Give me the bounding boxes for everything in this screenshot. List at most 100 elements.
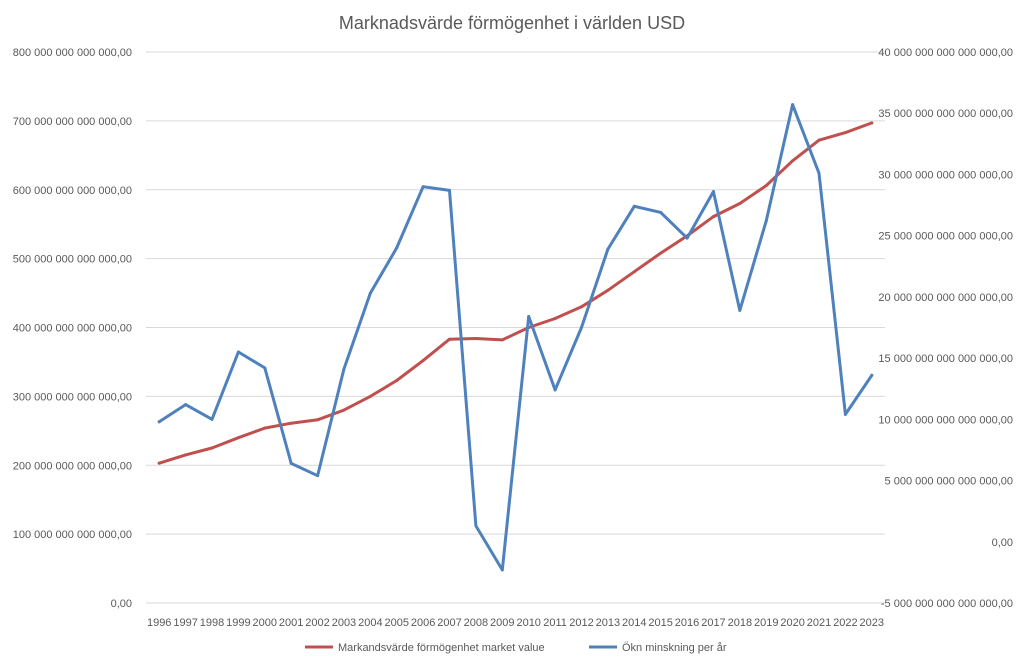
x-tick-label: 2010 [516,617,540,629]
data-point-series-1 [553,317,557,321]
left-tick-label: 0,00 [111,598,132,610]
x-tick-label: 2008 [464,617,488,629]
data-point-series-2 [157,420,161,424]
data-point-series-2 [368,291,372,295]
left-tick-label: 200 000 000 000 000,00 [13,460,132,472]
data-point-series-2 [236,350,240,354]
data-point-series-1 [711,215,715,219]
x-tick-label: 2011 [543,617,567,629]
data-point-series-1 [579,305,583,309]
data-point-series-2 [421,185,425,189]
x-tick-label: 2014 [622,617,646,629]
x-tick-label: 2015 [648,617,672,629]
series-line-1 [157,121,874,465]
data-point-series-2 [448,188,452,192]
right-tick-label: 25 000 000 000 000 000,00 [878,231,1013,243]
data-point-series-2 [500,568,504,572]
data-point-series-2 [474,524,478,528]
data-point-series-1 [263,426,267,430]
x-tick-label: 2013 [596,617,620,629]
x-tick-label: 2002 [305,617,329,629]
x-tick-label: 2007 [437,617,461,629]
data-point-series-1 [316,418,320,422]
right-tick-label: 35 000 000 000 000 000,00 [878,108,1013,120]
x-tick-label: 2006 [411,617,435,629]
data-point-series-2 [210,417,214,421]
legend-label: Markandsvärde förmögenhet market value [338,642,545,654]
data-point-series-2 [606,247,610,251]
right-axis: -5 000 000 000 000 000,00 0,00 5 000 000 0… [878,47,1013,610]
data-point-series-2 [659,210,663,214]
data-point-series-1 [606,288,610,292]
data-point-series-1 [395,379,399,383]
right-tick-label: 5 000 000 000 000 000,00 [885,476,1013,488]
left-axis: 0,00 100 000 000 000 000,00 200 000 000 00… [13,47,132,610]
x-tick-label: 2023 [860,617,884,629]
left-tick-label: 700 000 000 000 000,00 [13,116,132,128]
x-tick-label: 2000 [253,617,277,629]
data-point-series-2 [263,366,267,370]
x-axis: 1996 1997 1998 1999 2000 2001 2002 2003 2004 2005… [147,617,884,629]
data-point-series-2 [342,367,346,371]
right-tick-label: 20 000 000 000 000 000,00 [878,292,1013,304]
data-point-series-1 [289,421,293,425]
data-point-series-2 [738,308,742,312]
data-point-series-1 [421,359,425,363]
data-point-series-1 [474,337,478,341]
series-line-2 [157,103,874,572]
right-tick-label: 15 000 000 000 000 000,00 [878,353,1013,365]
x-tick-label: 2001 [279,617,303,629]
data-point-series-2 [553,388,557,392]
x-tick-label: 2017 [701,617,725,629]
left-tick-label: 100 000 000 000 000,00 [13,529,132,541]
data-point-series-1 [500,338,504,342]
x-tick-label: 2016 [675,617,699,629]
x-tick-label: 2009 [490,617,514,629]
data-point-series-1 [738,202,742,206]
left-tick-label: 400 000 000 000 000,00 [13,323,132,335]
right-tick-label: 0,00 [992,537,1013,549]
data-point-series-1 [843,131,847,135]
data-point-series-2 [316,474,320,478]
x-tick-label: 2004 [358,617,382,629]
right-tick-label: 40 000 000 000 000 000,00 [878,47,1013,59]
left-tick-label: 300 000 000 000 000,00 [13,391,132,403]
right-tick-label: 10 000 000 000 000 000,00 [878,414,1013,426]
data-point-series-2 [711,190,715,194]
data-point-series-2 [764,219,768,223]
data-point-series-1 [817,138,821,142]
right-tick-label: -5 000 000 000 000 000,00 [881,598,1013,610]
x-tick-label: 2012 [569,617,593,629]
data-point-series-1 [764,184,768,188]
x-tick-label: 2019 [754,617,778,629]
chart-title: Marknadsvärde förmögenhet i världen USD [339,13,685,33]
data-point-series-1 [342,408,346,412]
data-point-series-2 [184,403,188,407]
right-tick-label: 30 000 000 000 000 000,00 [878,169,1013,181]
x-tick-label: 2003 [332,617,356,629]
data-point-series-2 [791,103,795,107]
data-point-series-1 [236,436,240,440]
data-point-series-2 [579,326,583,329]
data-point-series-1 [791,159,795,163]
data-point-series-2 [817,171,821,175]
data-point-series-2 [632,204,636,208]
legend-label: Ökn minskning per år [622,642,727,654]
data-point-series-1 [659,251,663,255]
data-point-series-1 [184,453,188,457]
left-tick-label: 800 000 000 000 000,00 [13,47,132,59]
legend: Markandsvärde förmögenhet market value Ök… [305,642,727,654]
x-tick-label: 2018 [728,617,752,629]
series-lines [157,103,874,572]
x-tick-label: 1999 [226,617,250,629]
x-tick-label: 2021 [807,617,831,629]
data-point-series-1 [210,446,214,450]
data-point-series-1 [870,121,874,125]
left-tick-label: 600 000 000 000 000,00 [13,185,132,197]
data-point-series-2 [527,314,531,318]
x-tick-label: 2022 [833,617,857,629]
x-tick-label: 1996 [147,617,171,629]
data-point-series-1 [157,461,161,465]
